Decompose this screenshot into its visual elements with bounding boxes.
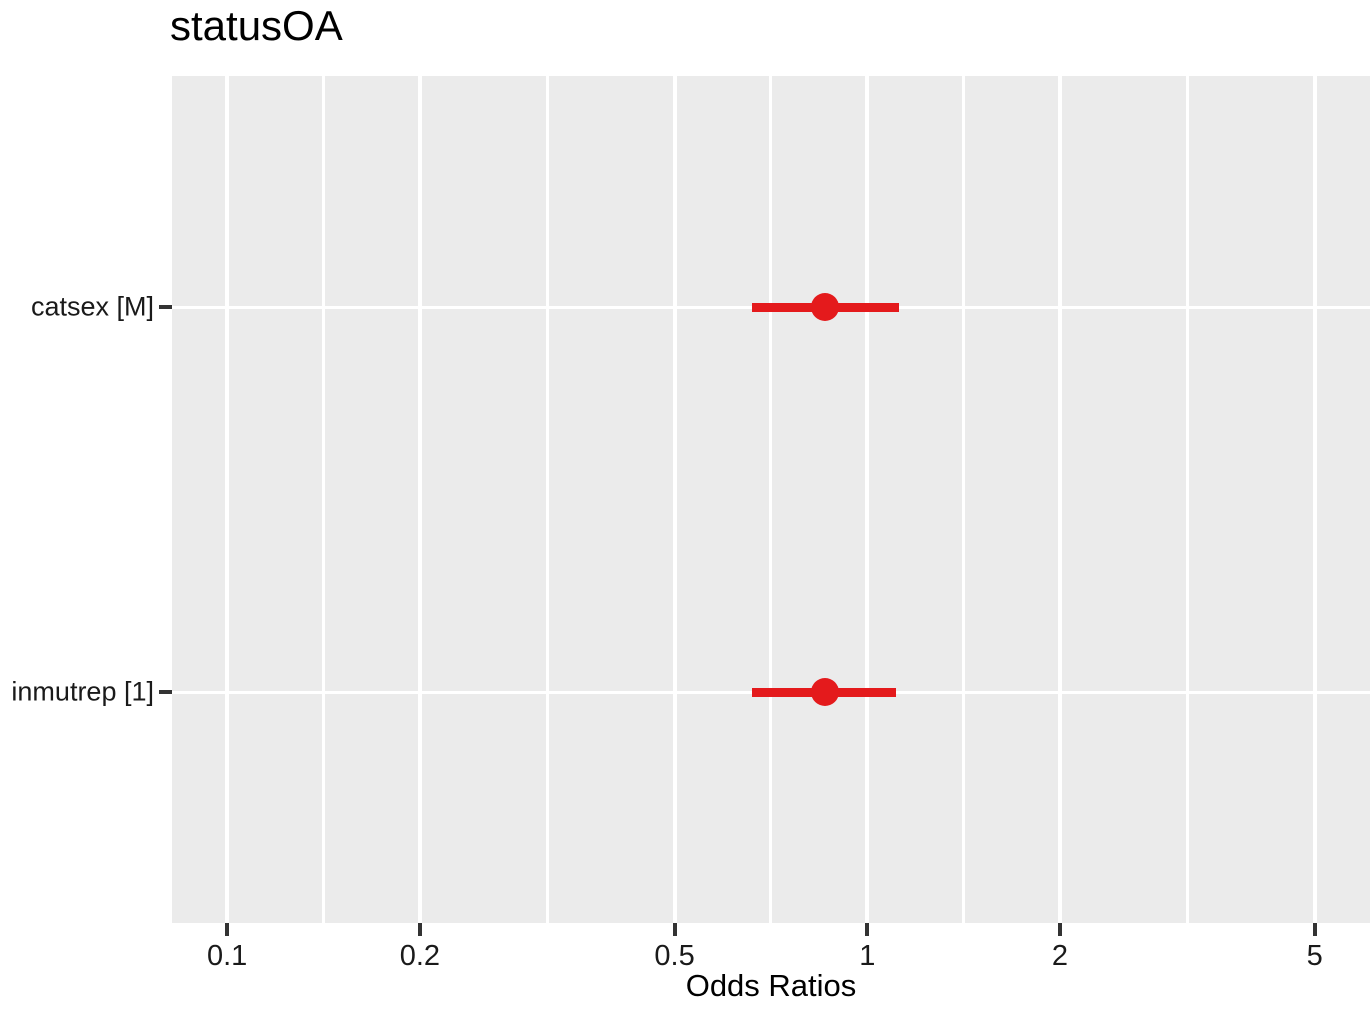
estimate-point [811,293,840,321]
major-gridline [672,76,677,923]
major-gridline [865,76,870,923]
x-axis-tick-label: 0.2 [399,940,441,972]
x-axis-tick-label: 2 [1051,940,1069,972]
x-axis-tick-label: 0.5 [654,940,695,972]
plot-title: statusOA [170,2,343,49]
major-gridline [1312,76,1317,923]
y-axis-tick-label: catsex [M] [30,291,154,322]
x-axis-title: Odds Ratios [685,968,857,1003]
x-axis-tick-mark [1057,923,1062,936]
x-axis-tick-label: 0.1 [206,940,248,972]
x-axis-tick-mark [417,923,422,936]
minor-gridline [545,76,549,923]
minor-gridline [769,76,773,923]
y-axis-tick-mark [159,305,172,309]
y-axis-tick-label: inmutrep [1] [11,676,154,707]
estimate-point [811,678,840,706]
major-gridline [417,76,422,923]
major-gridline [1057,76,1062,923]
x-axis-tick-mark [672,923,677,936]
plot-panel [172,76,1370,923]
x-axis-tick-label: 1 [859,940,876,972]
x-axis-tick-mark [1312,923,1317,936]
x-axis-tick-mark [225,923,230,936]
y-axis-tick-mark [159,690,172,694]
major-gridline [225,76,230,923]
minor-gridline [962,76,966,923]
x-axis-tick-label: 5 [1306,940,1323,972]
x-axis-tick-mark [865,923,870,936]
minor-gridline [321,76,325,923]
minor-gridline [1185,76,1189,923]
